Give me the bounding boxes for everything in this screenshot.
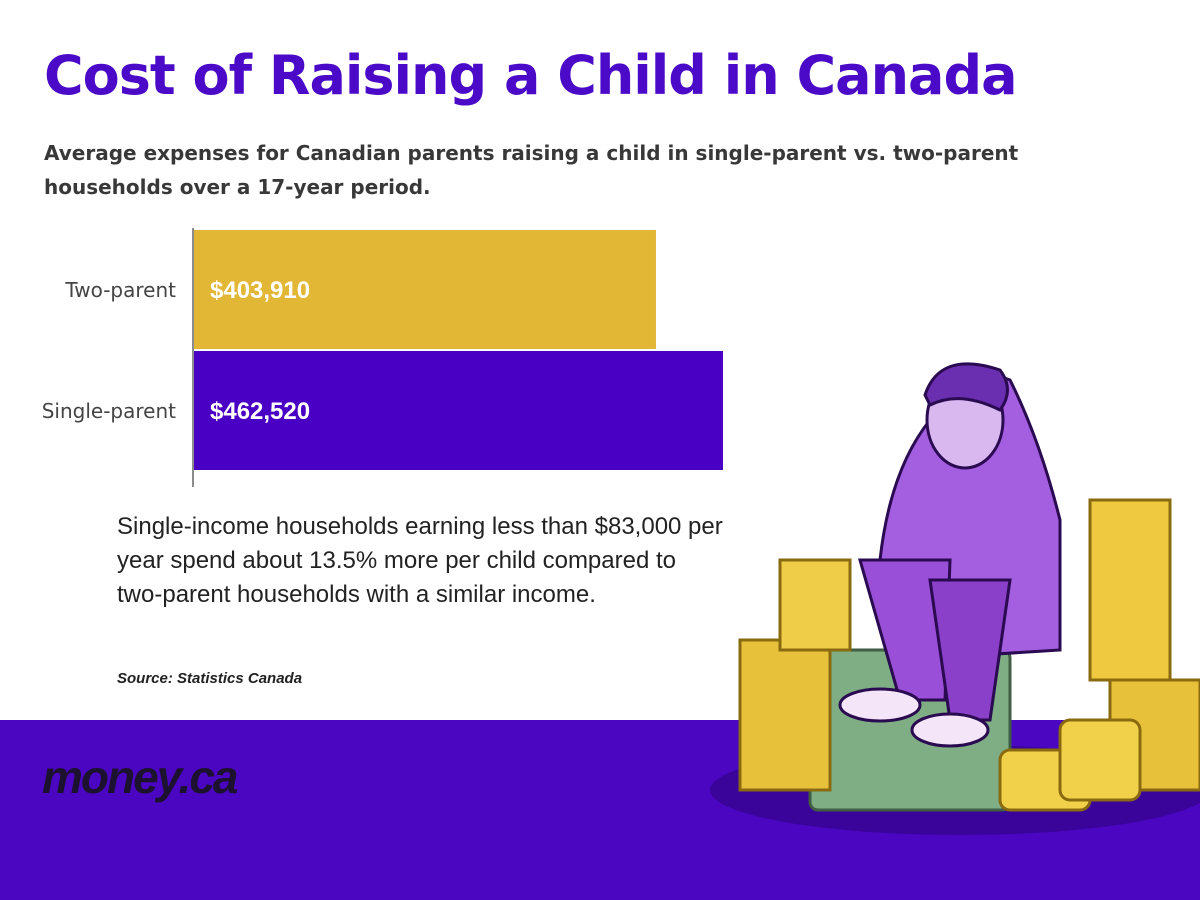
- brand-logo: money.ca: [42, 751, 239, 803]
- shoe: [838, 687, 922, 723]
- gold-stack: [738, 638, 832, 792]
- title: Cost of Raising a Child in Canada: [44, 44, 1018, 107]
- hair: [923, 362, 1009, 412]
- money-pile: [710, 498, 1200, 835]
- coins: [1058, 718, 1142, 802]
- leg: [928, 578, 1012, 722]
- subtitle: Average expenses for Canadian parents ra…: [44, 141, 1019, 199]
- gold-stack: [778, 558, 852, 652]
- gold-stack: [1088, 498, 1172, 682]
- annotation: Single-income households earning less th…: [117, 513, 723, 608]
- figure: [838, 362, 1062, 748]
- source: Source: Statistics Canada: [117, 670, 303, 687]
- shoe: [910, 712, 990, 748]
- leg: [858, 558, 952, 702]
